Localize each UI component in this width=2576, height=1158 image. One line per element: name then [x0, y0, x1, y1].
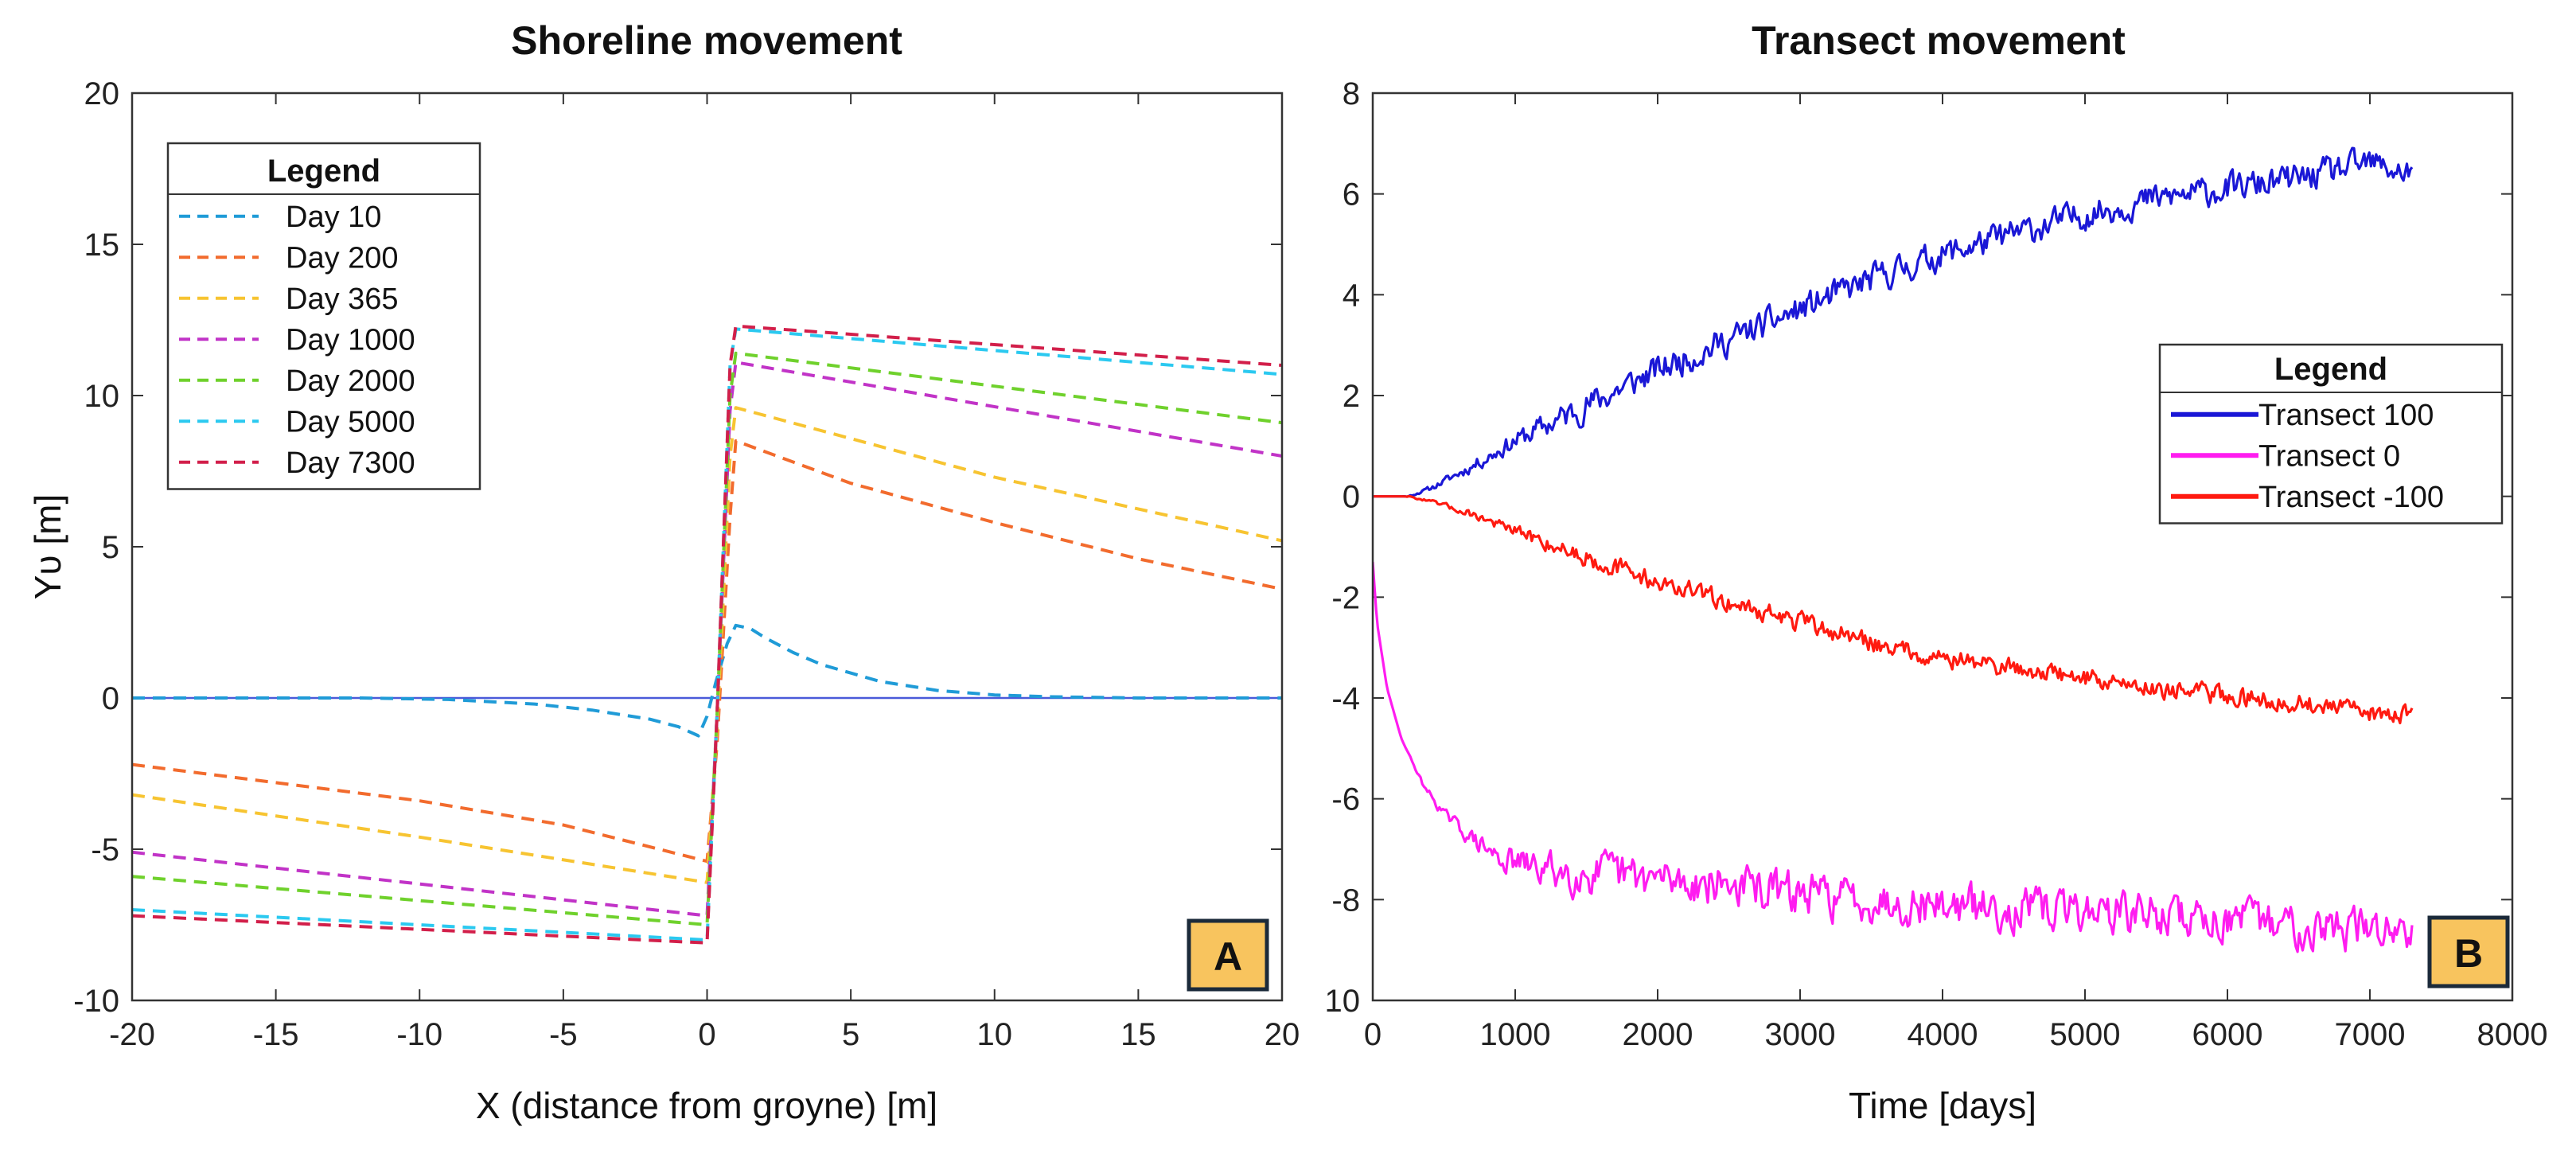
panel-b-x-axis-label: Time [days] [1849, 1085, 2036, 1126]
x-tick-label: -10 [396, 1017, 442, 1052]
series-line-transect-0 [1373, 561, 2414, 953]
x-tick-label: -15 [253, 1017, 299, 1052]
x-tick-label: 15 [1120, 1017, 1156, 1052]
series-line-day-365 [132, 406, 1282, 884]
y-tick-label: 4 [1343, 278, 1360, 313]
panel-a-title: Shoreline movement [511, 18, 902, 63]
panel-b: Transect movement 0 1000 2000 3000 4000 5000 6… [1325, 18, 2548, 1126]
legend-box [166, 142, 481, 490]
y-tick-label: 8 [1343, 76, 1360, 111]
panel-a-label-box: A [1187, 918, 1269, 992]
legend-entry-label: Transect 0 [2258, 439, 2400, 473]
legend-entry-label: Transect 100 [2258, 399, 2434, 432]
y-tick-label: -8 [1331, 883, 1360, 918]
y-tick-label: 10 [84, 379, 120, 414]
x-tick-label: 0 [698, 1017, 715, 1052]
legend-entry-label: Day 7300 [286, 446, 415, 480]
panel-a-x-axis-label: X (distance from groyne) [m] [476, 1085, 937, 1126]
legend-entry-label: Day 1000 [286, 323, 415, 357]
panel-b-axes-frame [1371, 92, 2514, 1002]
panel-a-label: A [1214, 934, 1242, 979]
x-tick-label: 5 [842, 1017, 859, 1052]
series-line-day-200 [132, 439, 1282, 864]
y-tick-label: -2 [1331, 580, 1360, 615]
x-tick-label: 1000 [1480, 1017, 1551, 1052]
legend-entry-label: Day 10 [286, 201, 381, 234]
x-tick-label: 2000 [1623, 1017, 1693, 1052]
y-tick-label: 10 [1325, 984, 1361, 1019]
legend-title: Legend [2274, 352, 2387, 387]
legend-entry-label: Transect -100 [2258, 481, 2444, 514]
y-tick-label: 20 [84, 76, 120, 111]
series-line-day-7300 [132, 324, 1282, 945]
y-tick-label: 15 [84, 228, 120, 263]
series-line-transect-100 [1373, 494, 2414, 725]
panel-b-title: Transect movement [1752, 18, 2126, 63]
y-tick-label: 6 [1343, 177, 1360, 212]
panel-b-label: B [2454, 931, 2483, 976]
legend-box [2158, 343, 2504, 524]
y-tick-label: 0 [102, 681, 119, 716]
x-tick-label: 5000 [2050, 1017, 2121, 1052]
y-tick-label: -10 [73, 984, 119, 1019]
panel-a: Shoreline movement -20 -15 -10 -5 0 5 10 15 20 -1… [27, 18, 1300, 1126]
x-tick-label: 0 [1364, 1017, 1382, 1052]
y-tick-label: 2 [1343, 379, 1360, 414]
x-tick-label: 4000 [1908, 1017, 1978, 1052]
x-tick-label: 6000 [2192, 1017, 2263, 1052]
series-line-transect-100 [1373, 146, 2414, 498]
y-tick-label: 0 [1343, 480, 1360, 515]
legend-entry-label: Day 200 [286, 241, 399, 275]
x-tick-label: 8000 [2477, 1017, 2548, 1052]
panel-b-label-box: B [2427, 915, 2510, 988]
y-tick-label: -5 [91, 832, 119, 868]
legend-entry-label: Day 2000 [286, 365, 415, 398]
y-tick-label: 5 [102, 530, 119, 565]
panel-a-y-axis-label: Yᴜ [m] [27, 494, 68, 600]
panel-a-axes-frame [131, 92, 1284, 1002]
legend-entry-label: Day 365 [286, 283, 399, 316]
y-tick-label: -6 [1331, 782, 1360, 817]
x-tick-label: 7000 [2335, 1017, 2406, 1052]
legend-entry-label: Day 5000 [286, 405, 415, 439]
series-line-day-2000 [132, 351, 1282, 926]
x-tick-label: -5 [549, 1017, 578, 1052]
x-tick-label: 20 [1265, 1017, 1300, 1052]
x-tick-label: 3000 [1765, 1017, 1836, 1052]
series-line-day-10 [132, 623, 1282, 738]
x-tick-label: -20 [109, 1017, 155, 1052]
y-tick-label: -4 [1331, 681, 1360, 716]
legend-title: Legend [267, 154, 380, 189]
x-tick-label: 10 [977, 1017, 1013, 1052]
